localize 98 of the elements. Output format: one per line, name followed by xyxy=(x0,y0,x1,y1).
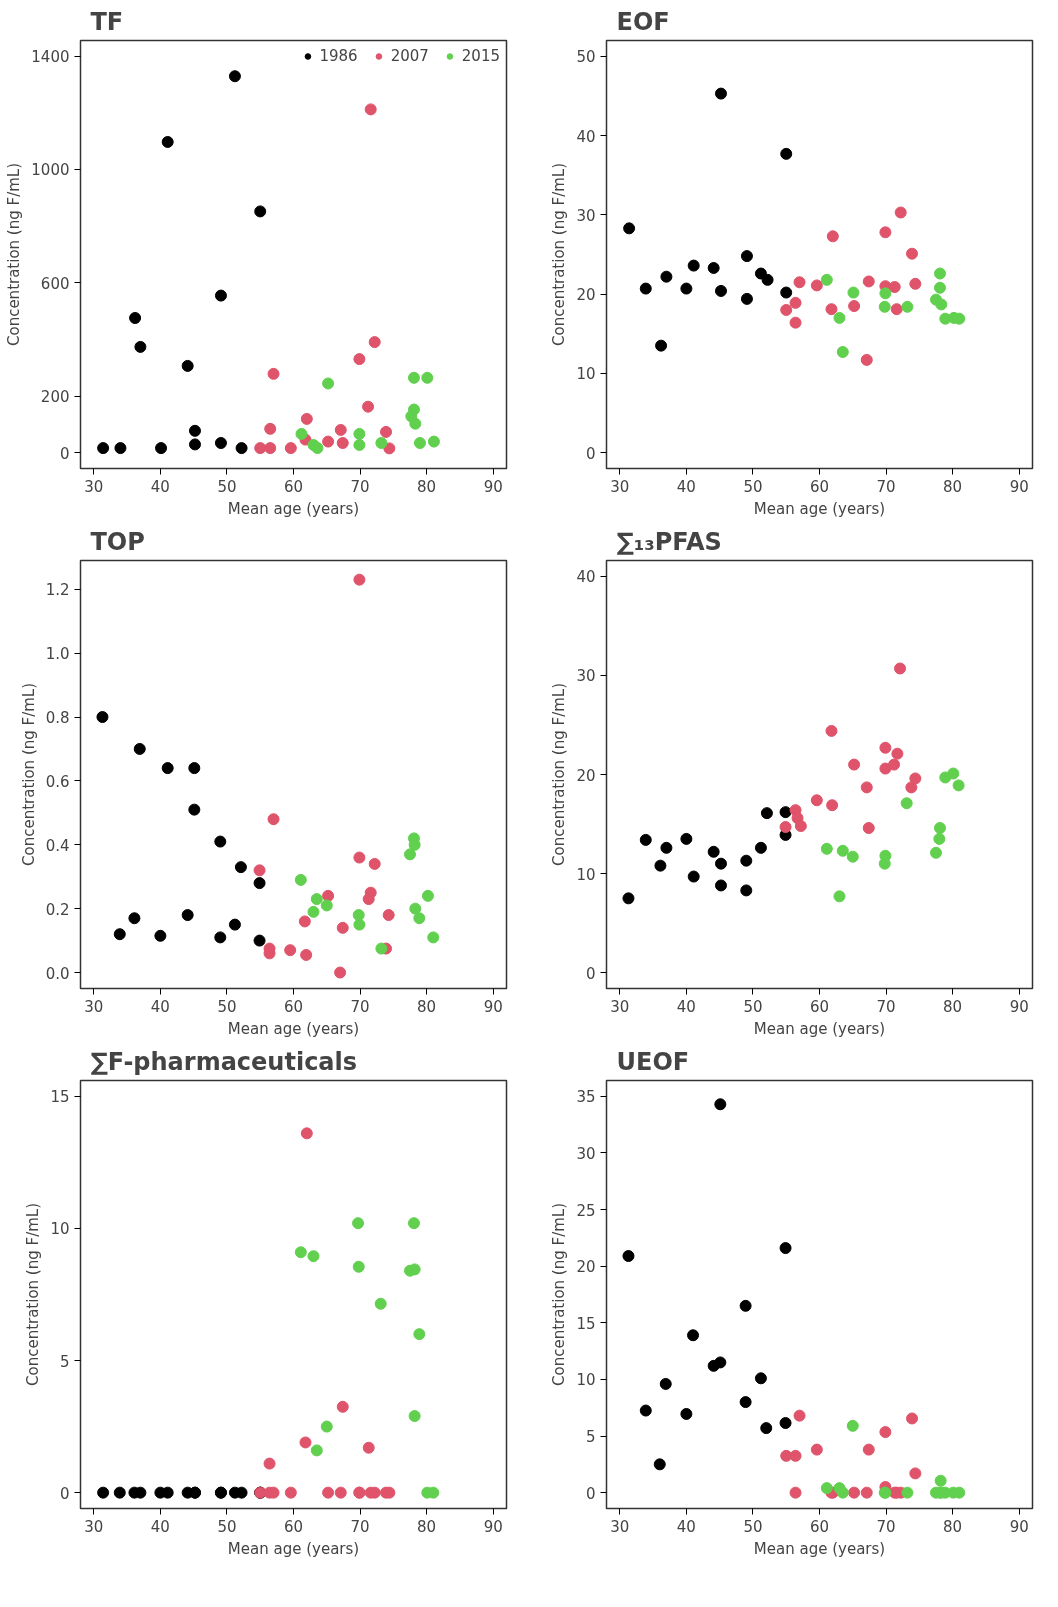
y-tick-label: 30 xyxy=(576,1144,596,1163)
legend-label: 2007 xyxy=(390,47,429,65)
y-axis-title: Concentration (ng F/mL) xyxy=(24,1202,43,1387)
y-tick-label: 0.4 xyxy=(45,836,70,855)
x-tick-label: 60 xyxy=(809,1517,830,1536)
y-tick-label: 40 xyxy=(576,568,596,587)
y-tick-label: 10 xyxy=(576,365,596,384)
chart-title: TOP xyxy=(90,527,145,556)
y-tick-label: 20 xyxy=(576,286,596,305)
y-tick-label: 10 xyxy=(576,865,596,884)
x-tick-label: 60 xyxy=(809,477,830,496)
y-tick-label: 30 xyxy=(576,667,596,686)
x-tick-label: 50 xyxy=(217,997,237,1016)
y-tick-label: 0.0 xyxy=(45,964,70,983)
y-tick-label: 1400 xyxy=(31,48,70,67)
x-tick-label: 30 xyxy=(610,1517,630,1536)
x-tick-label: 70 xyxy=(350,1517,370,1536)
x-tick-label: 40 xyxy=(676,997,696,1016)
chart-title: ∑₁₃PFAS xyxy=(616,527,722,556)
x-tick-label: 60 xyxy=(283,997,304,1016)
y-tick-label: 40 xyxy=(576,127,596,146)
y-tick-label: 0 xyxy=(59,1484,70,1503)
x-tick-label: 70 xyxy=(876,477,896,496)
x-tick-label: 90 xyxy=(483,997,503,1016)
y-tick-label: 1.0 xyxy=(45,645,70,664)
y-tick-label: 35 xyxy=(576,1088,596,1107)
y-tick-label: 600 xyxy=(40,274,70,293)
x-axis-title: Mean age (years) xyxy=(753,1019,886,1038)
y-axis-title: Concentration (ng F/mL) xyxy=(19,682,38,867)
x-tick-label: 90 xyxy=(483,477,503,496)
x-axis-title: Mean age (years) xyxy=(753,499,886,518)
chart-title: ∑F-pharmaceuticals xyxy=(90,1047,358,1076)
y-tick-label: 10 xyxy=(576,1371,596,1390)
y-tick-label: 20 xyxy=(576,766,596,785)
x-tick-label: 60 xyxy=(283,477,304,496)
x-tick-label: 60 xyxy=(809,997,830,1016)
y-tick-label: 5 xyxy=(59,1352,70,1371)
y-tick-label: 15 xyxy=(576,1314,596,1333)
y-tick-label: 0 xyxy=(585,964,596,983)
x-tick-label: 50 xyxy=(743,477,763,496)
y-axis-title: Concentration (ng F/mL) xyxy=(550,162,569,347)
x-tick-label: 80 xyxy=(417,477,437,496)
x-axis-title: Mean age (years) xyxy=(227,1539,360,1558)
y-tick-label: 50 xyxy=(576,48,596,67)
x-tick-label: 90 xyxy=(483,1517,503,1536)
y-tick-label: 0 xyxy=(585,1484,596,1503)
x-tick-label: 80 xyxy=(943,1517,963,1536)
x-tick-label: 80 xyxy=(943,997,963,1016)
x-tick-label: 50 xyxy=(743,1517,763,1536)
y-tick-label: 5 xyxy=(585,1428,596,1447)
x-tick-label: 30 xyxy=(610,477,630,496)
x-tick-label: 70 xyxy=(876,1517,896,1536)
x-tick-label: 70 xyxy=(350,997,370,1016)
x-tick-label: 50 xyxy=(217,1517,237,1536)
y-tick-label: 0 xyxy=(585,444,596,463)
x-tick-label: 40 xyxy=(676,477,696,496)
y-tick-label: 0 xyxy=(59,444,70,463)
chart-title: UEOF xyxy=(616,1047,690,1076)
x-tick-label: 30 xyxy=(84,997,104,1016)
y-axis-title: Concentration (ng F/mL) xyxy=(550,682,569,867)
x-tick-label: 90 xyxy=(1009,477,1029,496)
x-tick-label: 80 xyxy=(943,477,963,496)
chart-title: TF xyxy=(90,7,124,36)
x-tick-label: 70 xyxy=(876,997,896,1016)
x-tick-label: 30 xyxy=(84,1517,104,1536)
y-tick-label: 15 xyxy=(50,1088,70,1107)
x-tick-label: 40 xyxy=(150,997,170,1016)
y-tick-label: 25 xyxy=(576,1201,596,1220)
x-axis-title: Mean age (years) xyxy=(227,499,360,518)
x-tick-label: 40 xyxy=(150,477,170,496)
legend-label: 2015 xyxy=(461,47,500,65)
y-tick-label: 200 xyxy=(40,388,70,407)
x-axis-title: Mean age (years) xyxy=(227,1019,360,1038)
y-tick-label: 0.2 xyxy=(45,900,70,919)
x-axis-title: Mean age (years) xyxy=(753,1539,886,1558)
y-tick-label: 30 xyxy=(576,206,596,225)
x-tick-label: 40 xyxy=(676,1517,696,1536)
y-tick-label: 1.2 xyxy=(45,581,70,600)
legend-label: 1986 xyxy=(319,47,358,65)
x-tick-label: 40 xyxy=(150,1517,170,1536)
y-tick-label: 20 xyxy=(576,1258,596,1277)
y-tick-label: 10 xyxy=(50,1220,70,1239)
x-tick-label: 90 xyxy=(1009,997,1029,1016)
x-tick-label: 30 xyxy=(84,477,104,496)
chart-title: EOF xyxy=(616,7,670,36)
x-tick-label: 70 xyxy=(350,477,370,496)
x-tick-label: 80 xyxy=(417,1517,437,1536)
y-axis-title: Concentration (ng F/mL) xyxy=(550,1202,569,1387)
y-axis-title: Concentration (ng F/mL) xyxy=(5,162,24,347)
y-tick-label: 0.6 xyxy=(45,772,70,791)
y-tick-label: 1000 xyxy=(31,161,70,180)
x-tick-label: 60 xyxy=(283,1517,304,1536)
x-tick-label: 50 xyxy=(217,477,237,496)
x-tick-label: 50 xyxy=(743,997,763,1016)
y-tick-label: 0.8 xyxy=(45,709,70,728)
x-tick-label: 80 xyxy=(417,997,437,1016)
x-tick-label: 90 xyxy=(1009,1517,1029,1536)
x-tick-label: 30 xyxy=(610,997,630,1016)
